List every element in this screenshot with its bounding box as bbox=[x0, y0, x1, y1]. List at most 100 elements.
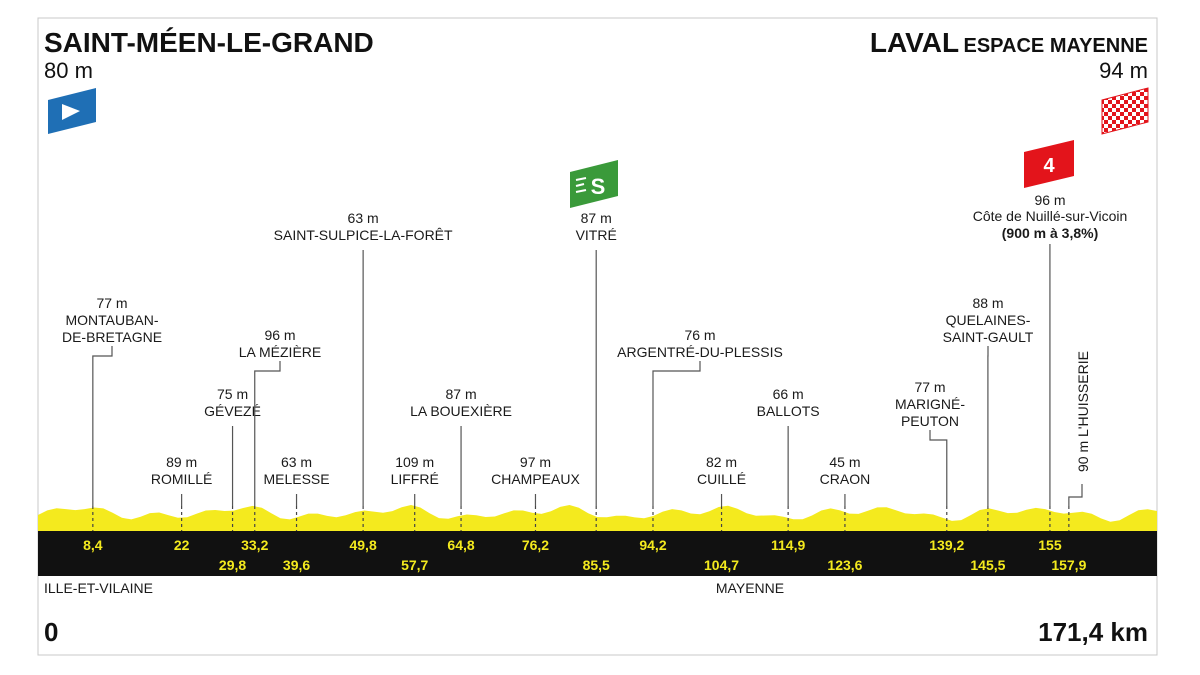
km-label: 139,2 bbox=[929, 537, 964, 553]
km-label: 64,8 bbox=[447, 537, 474, 553]
town-name: MONTAUBAN- bbox=[65, 312, 158, 328]
town-altitude: 109 m bbox=[395, 454, 434, 470]
climb-detail: (900 m à 3,8%) bbox=[1002, 225, 1099, 241]
start-flag-icon bbox=[48, 88, 96, 134]
town-name: VITRÉ bbox=[576, 227, 617, 243]
town-name: LA BOUEXIÈRE bbox=[410, 403, 512, 419]
town-name: DE-BRETAGNE bbox=[62, 329, 162, 345]
km-label: 33,2 bbox=[241, 537, 268, 553]
finish-flag-icon bbox=[1101, 87, 1149, 135]
distance-start: 0 bbox=[44, 617, 58, 647]
km-label: 123,6 bbox=[827, 557, 862, 573]
town-leader bbox=[929, 430, 948, 506]
town-montauban-de-bretagne: 8,4 MONTAUBAN-DE-BRETAGNE 77 m bbox=[62, 295, 162, 553]
km-label: 39,6 bbox=[283, 557, 310, 573]
town-altitude: 66 m bbox=[773, 386, 804, 402]
km-label: 8,4 bbox=[83, 537, 103, 553]
town-altitude: 97 m bbox=[520, 454, 551, 470]
km-label: 29,8 bbox=[219, 557, 246, 573]
town-name: GÉVEZÉ bbox=[204, 403, 261, 419]
town-altitude: 89 m bbox=[166, 454, 197, 470]
town-markers: 8,4 MONTAUBAN-DE-BRETAGNE 77 m 22 ROMILLÉ89 … bbox=[62, 210, 1091, 573]
town-name: CHAMPEAUX bbox=[491, 471, 580, 487]
town-name: MELESSE bbox=[263, 471, 329, 487]
town-name: MARIGNÉ- bbox=[895, 396, 965, 412]
town-name: QUELAINES- bbox=[946, 312, 1031, 328]
km-label: 145,5 bbox=[970, 557, 1005, 573]
finish-subname: ESPACE MAYENNE bbox=[964, 35, 1149, 57]
town-altitude: 88 m bbox=[972, 295, 1003, 311]
frame bbox=[37, 17, 1158, 656]
town-name: ROMILLÉ bbox=[151, 471, 212, 487]
climb-elevation: 96 m bbox=[1034, 192, 1065, 208]
region-ille-et-vilaine: ILLE-ET-VILAINE bbox=[44, 580, 153, 596]
town-name: BALLOTS bbox=[757, 403, 820, 419]
km-label: 114,9 bbox=[771, 537, 805, 553]
town-quelaines-saint-gault: 145,5 QUELAINES-SAINT-GAULT 88 m bbox=[943, 295, 1034, 573]
climb-category: 4 bbox=[1043, 155, 1055, 177]
finish-town-name: LAVAL bbox=[870, 27, 959, 58]
km-label: 94,2 bbox=[639, 537, 666, 553]
town-name: CRAON bbox=[820, 471, 871, 487]
town-name-vertical: 90 m L'HUISSERIE bbox=[1075, 351, 1091, 472]
town-name: PEUTON bbox=[901, 413, 959, 429]
town-altitude: 96 m bbox=[264, 327, 295, 343]
town-l-huisserie: 157,9 90 m L'HUISSERIE bbox=[1051, 351, 1091, 573]
distance-total: 171,4 km bbox=[1038, 617, 1148, 647]
km-label: 57,7 bbox=[401, 557, 428, 573]
town-altitude: 63 m bbox=[281, 454, 312, 470]
town-altitude: 87 m bbox=[445, 386, 476, 402]
town-altitude: 63 m bbox=[348, 210, 379, 226]
finish-elevation: 94 m bbox=[1099, 58, 1148, 83]
start-elevation: 80 m bbox=[44, 58, 93, 83]
sprint-flag-label: S bbox=[591, 174, 606, 199]
km-label: 104,7 bbox=[704, 557, 739, 573]
town-altitude: 45 m bbox=[829, 454, 860, 470]
town-altitude: 87 m bbox=[581, 210, 612, 226]
km-label: 157,9 bbox=[1051, 557, 1086, 573]
town-marign-peuton: 139,2 MARIGNÉ-PEUTON 77 m bbox=[895, 379, 965, 553]
town-c-te-de-nuill-sur-vicoin: 155 bbox=[1038, 244, 1062, 553]
climb-name: Côte de Nuillé-sur-Vicoin bbox=[973, 208, 1128, 224]
town-leader bbox=[652, 361, 701, 506]
town-altitude: 82 m bbox=[706, 454, 737, 470]
km-label: 22 bbox=[174, 537, 190, 553]
town-name: ARGENTRÉ-DU-PLESSIS bbox=[617, 344, 783, 360]
start-town-name: SAINT-MÉEN-LE-GRAND bbox=[44, 27, 374, 58]
town-altitude: 77 m bbox=[914, 379, 945, 395]
distance-band bbox=[38, 531, 1157, 576]
town-name: LIFFRÉ bbox=[391, 471, 439, 487]
climb-flag-icon: 4 bbox=[1024, 140, 1074, 188]
sprint-flag-icon: S bbox=[570, 160, 618, 208]
town-altitude: 77 m bbox=[96, 295, 127, 311]
km-label: 76,2 bbox=[522, 537, 549, 553]
town-name: CUILLÉ bbox=[697, 471, 746, 487]
km-label: 85,5 bbox=[583, 557, 610, 573]
town-leader bbox=[92, 346, 113, 506]
town-leader bbox=[1068, 484, 1083, 506]
town-name: LA MÉZIÈRE bbox=[239, 344, 321, 360]
km-label: 155 bbox=[1038, 537, 1062, 553]
town-name: SAINT-SULPICE-LA-FORÊT bbox=[274, 227, 453, 243]
km-label: 49,8 bbox=[349, 537, 376, 553]
town-leader bbox=[254, 361, 281, 506]
elevation-profile-area bbox=[38, 505, 1157, 531]
town-name: SAINT-GAULT bbox=[943, 329, 1034, 345]
town-altitude: 75 m bbox=[217, 386, 248, 402]
region-mayenne: MAYENNE bbox=[716, 580, 784, 596]
town-altitude: 76 m bbox=[684, 327, 715, 343]
